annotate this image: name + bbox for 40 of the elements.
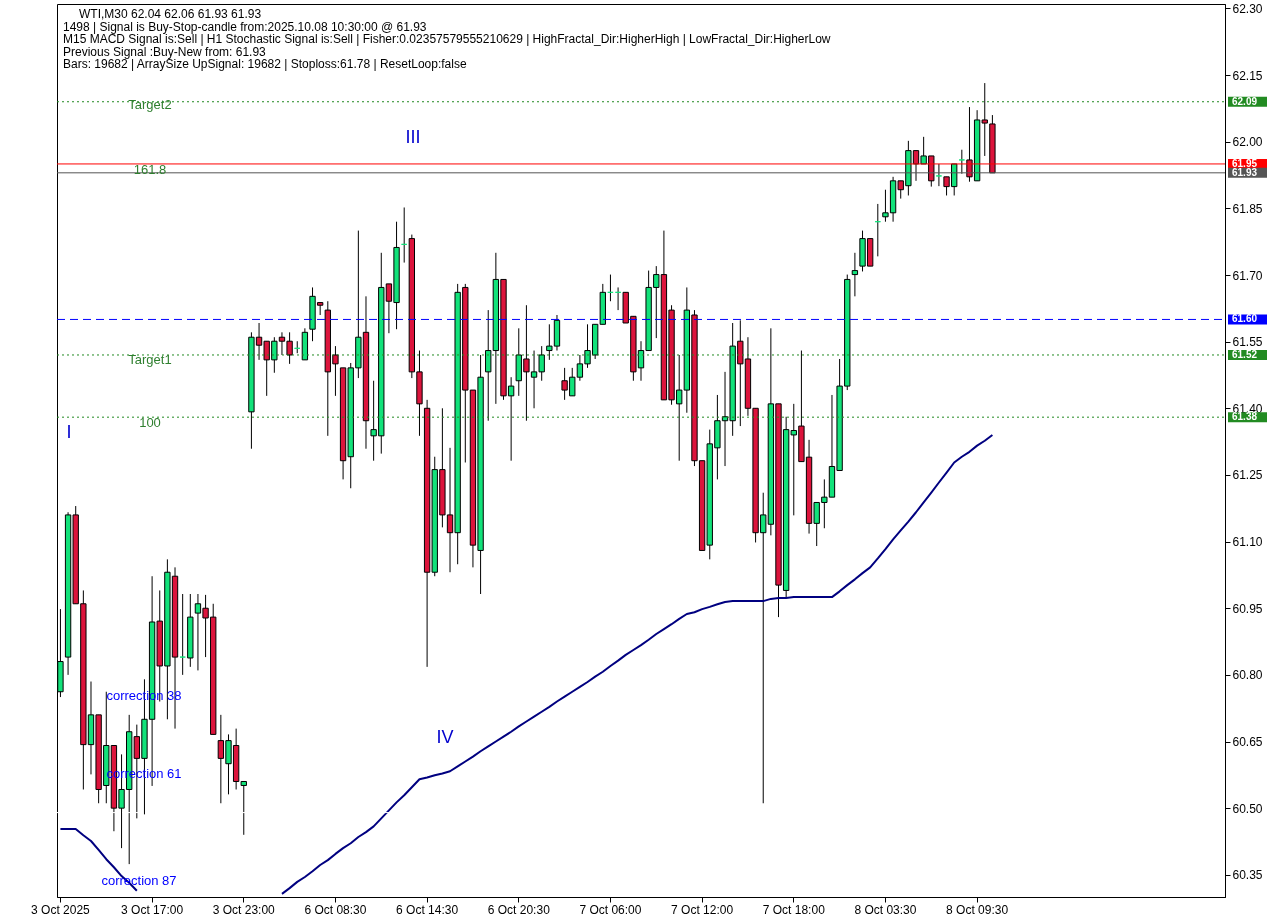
x-tick-label: 7 Oct 12:00 [671,902,734,917]
x-tick-label: 6 Oct 20:30 [487,902,551,917]
x-tick-label: 7 Oct 06:00 [579,902,642,917]
y-tick-label: 61.55 [1232,335,1263,350]
y-tick-label: 60.50 [1232,801,1263,816]
y-tick-label: 61.85 [1232,201,1263,216]
y-tick-label: 62.30 [1232,1,1263,16]
annotation: III [405,127,421,147]
ref-line-label: 61.52 [1232,348,1258,360]
annotation: Target2 [128,97,172,112]
x-tick-label: 3 Oct 17:00 [121,902,184,917]
candlestick [851,252,859,297]
ref-line-label: 61.93 [1232,166,1258,178]
x-tick-label: 8 Oct 03:30 [854,902,917,917]
y-tick-label: 61.25 [1232,468,1263,483]
x-tick-label: 8 Oct 09:30 [946,902,1009,917]
y-tick-label: 60.95 [1232,601,1263,616]
candlestick [179,593,186,676]
y-tick-label: 62.15 [1232,68,1263,83]
ref-line-label: 61.95 [1232,157,1258,169]
x-tick-label: 6 Oct 08:30 [304,902,367,917]
y-tick-label: 61.70 [1232,268,1263,283]
y-tick-label: 60.65 [1232,735,1263,749]
annotation: Bars: 19682 | ArraySize UpSignal: 19682 | Stoploss:61.78 | ResetLoop:false [63,57,467,71]
annotation: Target1 [128,352,172,367]
annotation: I [66,422,72,442]
annotation: 1498 | Signal is Buy-Stop-candle from:2025.10.08 10:30:00 @ 61.93 [63,19,427,34]
y-tick-label: 61.10 [1232,535,1263,550]
annotation: 100 [139,415,161,430]
y-tick-label: 60.80 [1232,668,1263,683]
x-tick-label: 6 Oct 14:30 [396,902,459,917]
x-tick-label: 3 Oct 2025 [31,902,91,917]
chart-title: WTI,M30 62.04 62.06 61.93 61.93 [79,7,262,21]
x-tick-label: 7 Oct 18:00 [762,902,826,917]
y-tick-label: 60.35 [1232,868,1263,883]
y-tick-label: 62.00 [1232,135,1263,150]
annotation: IV [436,727,454,747]
ref-line-label: 61.60 [1232,313,1258,325]
ref-line-label: 62.09 [1232,95,1258,107]
x-tick-label: 3 Oct 23:00 [212,902,276,917]
